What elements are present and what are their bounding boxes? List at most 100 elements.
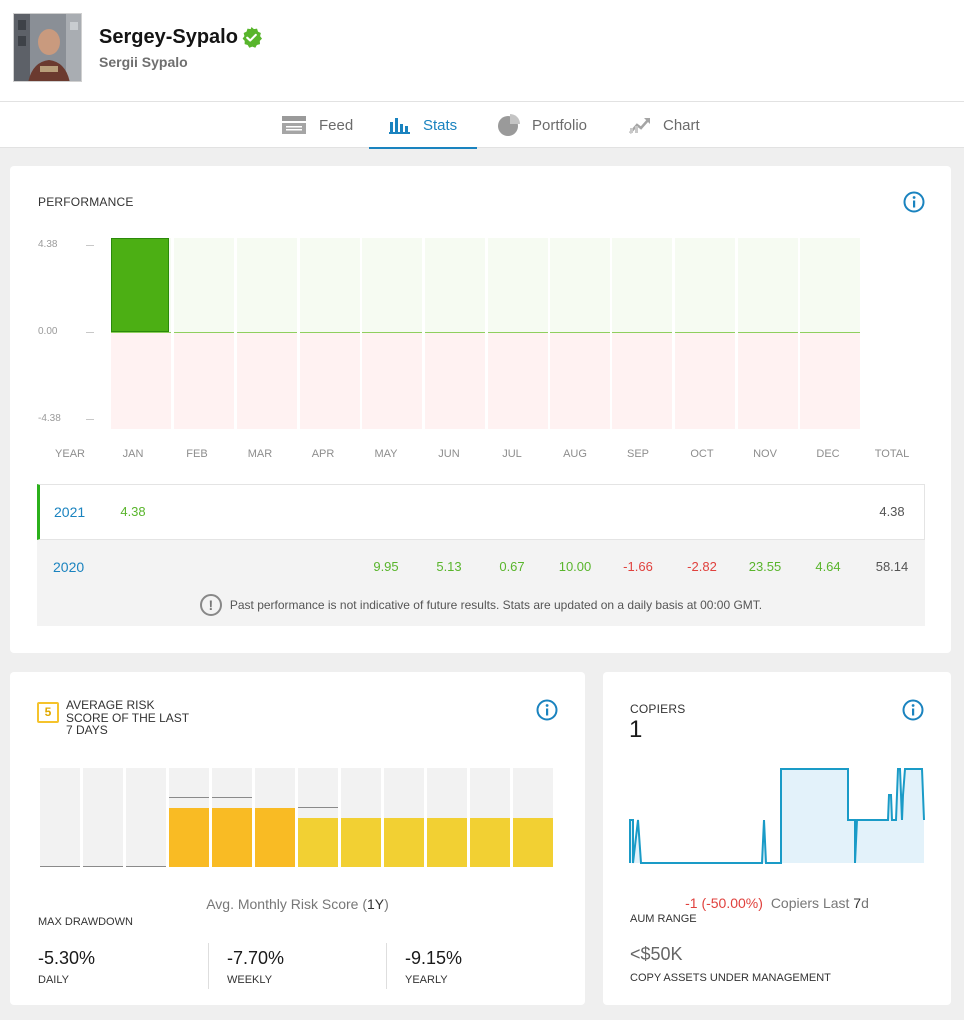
- profile-tabs: Feed Stats Portfolio Chart: [0, 102, 964, 149]
- risk-peak-marker: [298, 806, 338, 808]
- risk-info-icon[interactable]: [536, 699, 558, 721]
- performance-info-icon[interactable]: [903, 191, 925, 213]
- column-header-total: TOTAL: [874, 448, 910, 460]
- zero-line: [362, 332, 422, 333]
- risk-bar: [255, 768, 295, 867]
- negative-zone-bg: [362, 333, 422, 429]
- disclaimer-text: Past performance is not indicative of fu…: [229, 598, 763, 612]
- negative-zone-bg: [488, 333, 548, 429]
- tab-chart[interactable]: Chart: [629, 102, 700, 148]
- cell-2020-jul: 0.67: [499, 559, 525, 574]
- y-tick: [86, 419, 94, 420]
- column-header-jan: JAN: [122, 448, 144, 460]
- y-axis-label-top: 4.38: [38, 239, 58, 250]
- risk-peak-marker: [169, 796, 209, 798]
- performance-title: PERFORMANCE: [38, 195, 134, 209]
- positive-zone-bg: [738, 238, 798, 332]
- column-header-dec: DEC: [816, 448, 840, 460]
- risk-bar-fill: [470, 817, 510, 867]
- negative-zone-bg: [111, 333, 171, 429]
- y-axis-label-bottom: -4.38: [38, 413, 61, 424]
- positive-zone-bg: [174, 238, 234, 332]
- positive-zone-bg: [237, 238, 297, 332]
- cell-2021-jan: 4.38: [120, 504, 146, 519]
- copiers-info-icon[interactable]: [902, 699, 924, 721]
- negative-zone-bg: [237, 333, 297, 429]
- column-header-may: MAY: [374, 448, 398, 460]
- total-2021: 4.38: [879, 504, 905, 519]
- copiers-change-value: -1 (-50.00%): [685, 895, 763, 911]
- risk-bar-fill: [298, 817, 338, 867]
- column-header-aug: AUG: [563, 448, 587, 460]
- drawdown-yearly-label: YEARLY: [405, 974, 448, 986]
- positive-zone-bg: [612, 238, 672, 332]
- column-header-year: YEAR: [55, 448, 85, 460]
- risk-bar-fill: [341, 817, 381, 867]
- zero-line: [488, 332, 548, 333]
- risk-score-badge: 5: [37, 702, 59, 723]
- warning-icon: !: [199, 594, 222, 616]
- column-header-sep: SEP: [626, 448, 649, 460]
- column-header-jul: JUL: [502, 448, 522, 460]
- negative-zone-bg: [550, 333, 610, 429]
- avatar[interactable]: [13, 13, 82, 82]
- cell-2020-jun: 5.13: [436, 559, 462, 574]
- zero-line: [111, 332, 171, 333]
- tab-stats[interactable]: Stats: [369, 102, 478, 149]
- active-tab-indicator: [369, 147, 478, 149]
- positive-zone-bg: [800, 238, 860, 332]
- risk-bar: [513, 768, 553, 867]
- negative-zone-bg: [738, 333, 798, 429]
- stats-icon: [389, 118, 410, 134]
- risk-baseline: [126, 866, 166, 867]
- risk-bar: [126, 768, 166, 867]
- max-drawdown-label: MAX DRAWDOWN: [38, 916, 133, 928]
- risk-bar-fill: [212, 807, 252, 867]
- performance-bar-jan[interactable]: [111, 238, 169, 332]
- aum-caption: COPY ASSETS UNDER MANAGEMENT: [630, 972, 831, 984]
- positive-zone-bg: [550, 238, 610, 332]
- avg-monthly-risk-prefix: Avg. Monthly Risk Score (: [206, 896, 367, 912]
- drawdown-weekly-label: WEEKLY: [227, 974, 273, 986]
- column-header-feb: FEB: [186, 448, 208, 460]
- negative-zone-bg: [800, 333, 860, 429]
- risk-bar-fill: [513, 817, 553, 867]
- drawdown-daily-label: DAILY: [38, 974, 69, 986]
- risk-bar: [341, 768, 381, 867]
- copiers-change-days: 7: [853, 895, 862, 911]
- cell-2020-aug: 10.00: [558, 559, 592, 574]
- table-row-2020: 2020 9.95 5.13 0.67 10.00 -1.66 -2.82 23.55 4.64…: [37, 540, 925, 626]
- tab-chart-label: Chart: [663, 116, 700, 134]
- copiers-line: [629, 768, 925, 864]
- divider: [386, 943, 387, 989]
- tab-feed[interactable]: Feed: [281, 102, 353, 148]
- copiers-count: 1: [629, 716, 643, 743]
- positive-zone-bg: [362, 238, 422, 332]
- negative-zone-bg: [675, 333, 735, 429]
- zero-line: [174, 332, 234, 333]
- risk-bar-fill: [255, 807, 295, 867]
- profile-header: Sergey-Sypalo Sergii Sypalo: [0, 0, 964, 102]
- risk-bar: [298, 768, 338, 867]
- y-axis-label-zero: 0.00: [38, 326, 58, 337]
- tab-portfolio-label: Portfolio: [532, 116, 588, 134]
- year-label-2021: 2021: [54, 504, 86, 520]
- risk-bar: [40, 768, 80, 867]
- total-2020: 58.14: [875, 559, 909, 574]
- zero-line: [738, 332, 798, 333]
- tab-portfolio[interactable]: Portfolio: [497, 102, 587, 148]
- negative-zone-bg: [300, 333, 360, 429]
- chart-trend-icon: [629, 118, 650, 134]
- year-label-2020: 2020: [53, 559, 85, 575]
- zero-line: [550, 332, 610, 333]
- cell-2020-oct: -2.82: [687, 559, 717, 574]
- risk-bar-fill: [384, 817, 424, 867]
- full-name: Sergii Sypalo: [99, 54, 188, 70]
- negative-zone-bg: [612, 333, 672, 429]
- copiers-change-suffix: Copiers Last: [770, 895, 854, 911]
- risk-bar-fill: [169, 807, 209, 867]
- risk-bar: [470, 768, 510, 867]
- risk-bar: [427, 768, 467, 867]
- cell-2020-may: 9.95: [373, 559, 399, 574]
- copiers-title: COPIERS: [630, 702, 686, 716]
